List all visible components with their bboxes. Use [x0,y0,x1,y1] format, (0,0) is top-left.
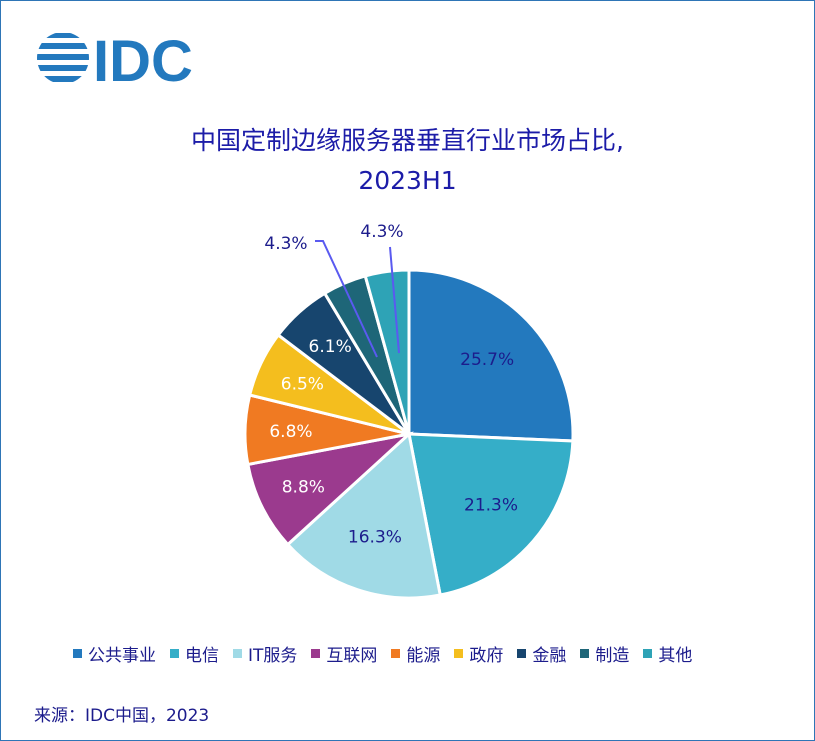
legend-label: 能源 [406,646,441,666]
data-label-3: 8.8% [282,478,325,498]
legend-swatch [311,649,321,658]
data-label-2: 16.3% [348,528,402,548]
legend-label: IT服务 [248,646,298,666]
data-label-7: 4.3% [264,234,307,254]
legend-swatch [517,649,527,658]
legend-swatch [170,649,179,658]
source-note: 来源：IDC中国，2023 [34,706,210,726]
pie-slice-1 [407,432,575,597]
legend-item: 公共事业 [73,641,156,666]
legend-swatch [643,649,653,658]
data-label-0: 25.7% [460,350,514,370]
legend-swatch [580,649,590,658]
legend-item: 其他 [643,641,692,666]
legend-item: 政府 [454,641,503,666]
pie-slice-0 [407,268,575,443]
legend-item: 电信 [170,641,219,666]
pie-slice-2 [285,431,442,600]
pie-chart: 25.7% 21.3% 16.3% 8.8% 6.8% 6.5% 6.1% 4.3% 4.3% [243,222,575,600]
chart-subtitle: 2023H1 [358,166,457,195]
data-label-4: 6.8% [269,422,312,442]
leader-line-7 [315,240,378,358]
legend-item: 金融 [517,641,566,666]
pie-slice-8 [363,268,411,435]
data-label-5: 6.5% [281,374,324,394]
chart-title: 中国定制边缘服务器垂直行业市场占比, [191,126,624,155]
legend-label: 政府 [469,646,504,666]
leader-line-8 [389,246,400,354]
legend-item: IT服务 [233,641,297,666]
legend-item: 能源 [391,641,440,666]
legend-label: 互联网 [326,646,378,666]
data-label-8: 4.3% [360,222,403,242]
data-label-1: 21.3% [464,496,518,516]
legend-label: 制造 [595,646,630,666]
data-label-6: 6.1% [309,337,352,357]
legend-swatch [233,649,242,658]
svg-text:IDC: IDC [93,31,193,85]
legend-item: 制造 [580,641,629,666]
legend-label: 金融 [532,646,567,666]
idc-logo: IDC [37,31,193,85]
pie-slice-3 [246,431,414,547]
legend: 公共事业 电信 IT服务 互联网 能源 政府 金融 制造 其他 [73,641,706,666]
legend-swatch [391,649,401,658]
legend-item: 互联网 [311,641,377,666]
legend-label: 电信 [185,646,219,666]
legend-label: 公共事业 [88,646,156,666]
legend-swatch [454,649,464,658]
legend-label: 其他 [658,646,693,666]
legend-swatch [73,649,82,658]
